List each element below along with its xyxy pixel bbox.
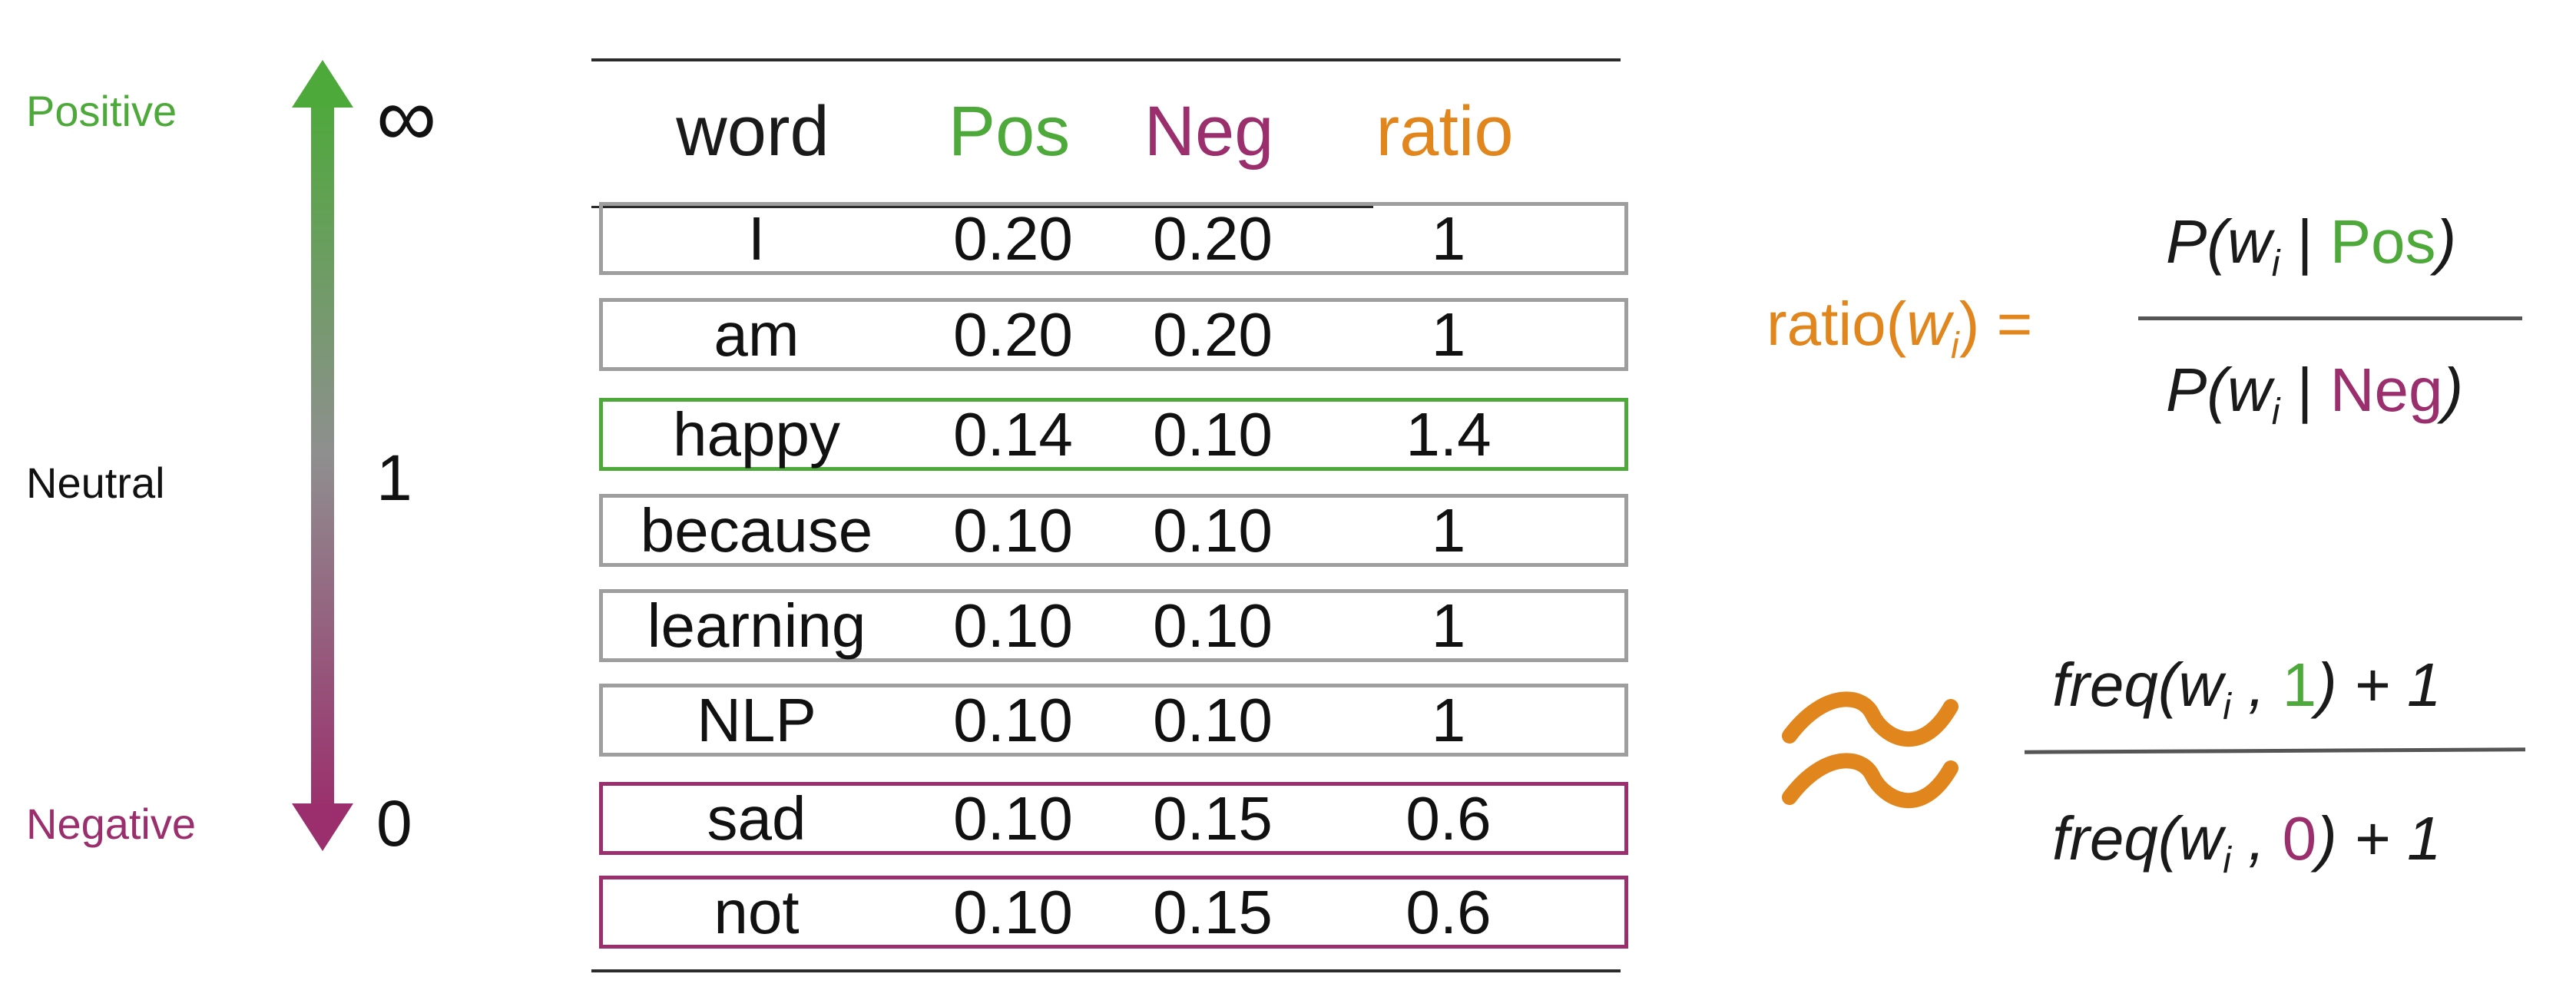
pos-cell: 0.10 <box>953 784 1073 853</box>
word-cell: sad <box>707 784 806 853</box>
freq-den-w-subscript: i <box>2223 840 2231 881</box>
word-cell: learning <box>647 591 866 660</box>
header-pos: Pos <box>948 92 1071 171</box>
den-prefix: P( <box>2166 356 2227 424</box>
den-w-subscript: i <box>2271 391 2280 432</box>
ratio-w-subscript: i <box>1951 325 1959 366</box>
ratio-cell: 1 <box>1431 591 1466 660</box>
double-headed-arrow-icon <box>292 60 353 851</box>
den-close: ) <box>2442 356 2464 424</box>
freq-den-comma: , <box>2230 804 2283 873</box>
neg-cell: 0.15 <box>1153 784 1273 853</box>
pos-cell: 0.10 <box>953 496 1073 565</box>
word-cell: I <box>747 204 766 273</box>
neg-cell: 0.20 <box>1153 300 1273 369</box>
ratio-cell: 1 <box>1431 300 1466 369</box>
word-cell: not <box>714 878 800 946</box>
ratio-close: ) = <box>1958 290 2033 358</box>
probability-denominator: P(wi | Neg) <box>2166 359 2463 431</box>
ratio-cell: 1 <box>1431 204 1466 273</box>
header-ratio: ratio <box>1376 92 1514 171</box>
den-neg: Neg <box>2329 356 2443 424</box>
ratio-w: w <box>1906 290 1952 358</box>
freq-num-w-subscript: i <box>2223 686 2231 727</box>
table-bottom-rule <box>591 969 1621 972</box>
ratio-cell: 1 <box>1431 496 1466 565</box>
fraction-bar <box>2024 747 2526 754</box>
num-close: ) <box>2435 207 2457 276</box>
table-row: learning 0.10 0.10 1 <box>599 589 1628 662</box>
neutral-value: 1 <box>376 442 412 514</box>
table-row: I 0.20 0.20 1 <box>599 202 1628 275</box>
table-row-positive: happy 0.14 0.10 1.4 <box>599 398 1628 471</box>
num-pos: Pos <box>2329 207 2436 276</box>
freq-num-tail: ) + 1 <box>2316 651 2442 719</box>
probability-numerator: P(wi | Pos) <box>2166 211 2456 283</box>
freq-den-w: w <box>2178 804 2223 873</box>
header-word: word <box>676 92 829 171</box>
den-bar: | <box>2280 356 2330 424</box>
ratio-word: ratio( <box>1766 290 1907 358</box>
word-cell: because <box>640 496 873 565</box>
negative-label: Negative <box>26 800 197 848</box>
pos-cell: 0.10 <box>953 878 1073 946</box>
table-row: NLP 0.10 0.10 1 <box>599 684 1628 757</box>
neg-cell: 0.10 <box>1153 496 1273 565</box>
pos-cell: 0.20 <box>953 300 1073 369</box>
num-w: w <box>2227 207 2272 276</box>
infinity-value: ∞ <box>376 70 437 164</box>
positive-label: Positive <box>26 87 177 135</box>
num-bar: | <box>2280 207 2330 276</box>
zero-value: 0 <box>376 787 412 860</box>
ratio-cell: 0.6 <box>1406 878 1492 946</box>
pos-cell: 0.14 <box>953 400 1073 469</box>
pos-cell: 0.10 <box>953 686 1073 754</box>
ratio-cell: 0.6 <box>1406 784 1492 853</box>
neg-cell: 0.10 <box>1153 686 1273 754</box>
table-row-negative: not 0.10 0.15 0.6 <box>599 876 1628 949</box>
num-prefix: P( <box>2166 207 2227 276</box>
header-neg: Neg <box>1144 92 1274 171</box>
neutral-label: Neutral <box>26 459 165 507</box>
neg-cell: 0.15 <box>1153 878 1273 946</box>
frequency-denominator: freq(wi , 0) + 1 <box>2052 808 2441 879</box>
table-row: am 0.20 0.20 1 <box>599 298 1628 371</box>
freq-num-class: 1 <box>2282 651 2317 719</box>
pos-cell: 0.10 <box>953 591 1073 660</box>
approx-symbol-icon: ≈ <box>1782 684 1958 826</box>
frequency-numerator: freq(wi , 1) + 1 <box>2052 654 2441 726</box>
pos-cell: 0.20 <box>953 204 1073 273</box>
word-cell: am <box>714 300 800 369</box>
freq-den-prefix: freq( <box>2052 804 2179 873</box>
fraction-bar <box>2138 316 2522 320</box>
den-w: w <box>2227 356 2272 424</box>
ratio-cell: 1 <box>1431 686 1466 754</box>
freq-num-prefix: freq( <box>2052 651 2179 719</box>
table-row: because 0.10 0.10 1 <box>599 494 1628 567</box>
table-top-rule <box>591 58 1621 61</box>
num-w-subscript: i <box>2271 243 2280 284</box>
word-cell: NLP <box>697 686 816 754</box>
freq-den-tail: ) + 1 <box>2316 804 2442 873</box>
freq-num-comma: , <box>2230 651 2283 719</box>
header-underline <box>591 206 1373 208</box>
ratio-formula-lhs: ratio(wi) = <box>1766 293 2032 365</box>
neg-cell: 0.10 <box>1153 400 1273 469</box>
neg-cell: 0.20 <box>1153 204 1273 273</box>
ratio-cell: 1.4 <box>1406 400 1492 469</box>
word-cell: happy <box>673 400 840 469</box>
freq-den-class: 0 <box>2282 804 2317 873</box>
table-row-negative: sad 0.10 0.15 0.6 <box>599 782 1628 855</box>
freq-num-w: w <box>2178 651 2223 719</box>
neg-cell: 0.10 <box>1153 591 1273 660</box>
